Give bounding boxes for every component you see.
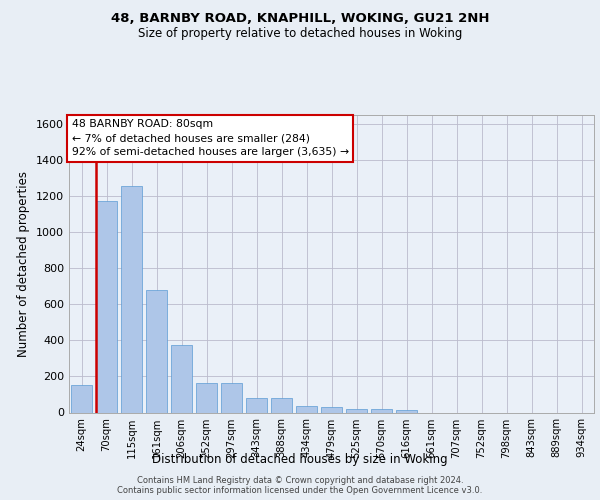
Bar — [146, 290, 167, 412]
Bar — [346, 409, 367, 412]
Bar — [171, 345, 192, 412]
Bar — [321, 407, 342, 412]
Bar — [71, 386, 92, 412]
Bar — [196, 383, 217, 412]
Bar — [121, 186, 142, 412]
Text: 48, BARNBY ROAD, KNAPHILL, WOKING, GU21 2NH: 48, BARNBY ROAD, KNAPHILL, WOKING, GU21 … — [111, 12, 489, 26]
Text: Contains HM Land Registry data © Crown copyright and database right 2024.
Contai: Contains HM Land Registry data © Crown c… — [118, 476, 482, 495]
Bar — [396, 410, 417, 412]
Bar — [246, 398, 267, 412]
Text: 48 BARNBY ROAD: 80sqm
← 7% of detached houses are smaller (284)
92% of semi-deta: 48 BARNBY ROAD: 80sqm ← 7% of detached h… — [71, 120, 349, 158]
Text: Size of property relative to detached houses in Woking: Size of property relative to detached ho… — [138, 28, 462, 40]
Bar — [271, 398, 292, 412]
Text: Distribution of detached houses by size in Woking: Distribution of detached houses by size … — [152, 452, 448, 466]
Bar — [371, 409, 392, 412]
Bar — [221, 383, 242, 412]
Bar — [296, 406, 317, 412]
Bar — [96, 200, 117, 412]
Y-axis label: Number of detached properties: Number of detached properties — [17, 171, 31, 357]
